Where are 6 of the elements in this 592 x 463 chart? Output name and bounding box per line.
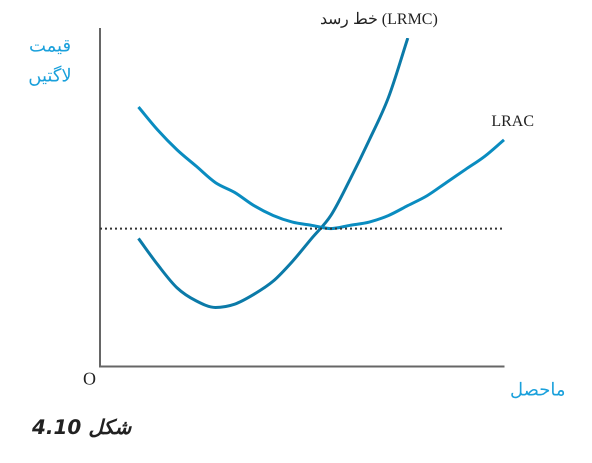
series-label: خط رسد (LRMC) [320,11,438,28]
text: O [83,368,96,388]
y-axis-title: قیمت لاگتیں [28,36,72,87]
series-label: LRAC [491,113,534,130]
text: شکل 4.10 [31,415,133,440]
x-axis-title: ماحصل [510,379,566,400]
